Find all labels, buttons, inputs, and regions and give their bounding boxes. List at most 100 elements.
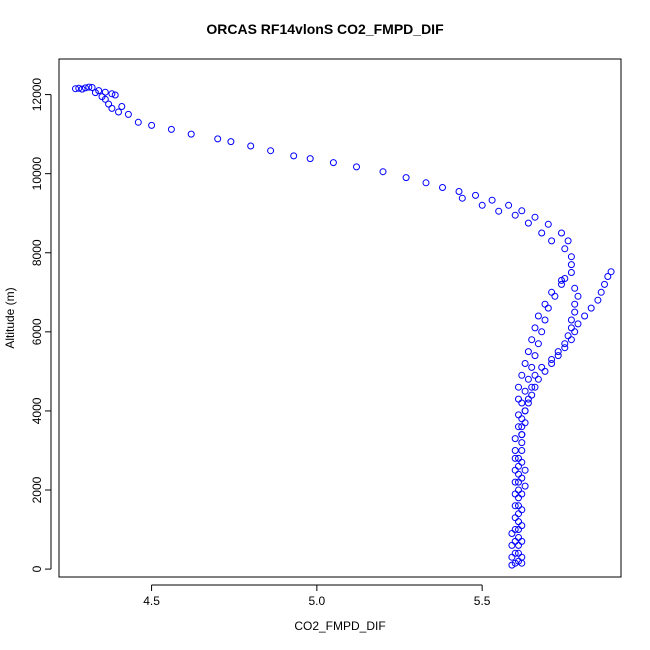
data-point [518, 415, 526, 423]
data-point [91, 89, 99, 97]
data-point [214, 135, 222, 143]
data-point [567, 269, 575, 276]
data-point [524, 375, 532, 383]
data-point [524, 348, 532, 356]
data-point [524, 219, 532, 227]
data-point [548, 360, 556, 367]
data-point [521, 387, 529, 395]
data-point [531, 371, 539, 379]
data-point [528, 336, 536, 344]
data-point [541, 367, 549, 375]
data-point [571, 284, 579, 292]
data-point [508, 541, 516, 549]
data-point [353, 163, 360, 171]
data-point [402, 174, 410, 182]
data-point [567, 336, 575, 344]
data-point [511, 502, 519, 510]
data-point [548, 288, 556, 296]
data-point [564, 237, 572, 245]
data-point [439, 184, 446, 191]
data-point [505, 201, 513, 209]
data-point [511, 454, 519, 462]
y-tick-label: 10000 [30, 157, 44, 191]
y-tick-label: 6000 [30, 318, 44, 345]
data-point [488, 196, 496, 204]
data-point [528, 363, 536, 371]
data-point [101, 88, 109, 96]
data-point [511, 435, 519, 443]
y-tick-label: 12000 [30, 78, 44, 112]
data-point [108, 90, 116, 98]
data-point [531, 352, 539, 360]
data-point [548, 356, 556, 363]
data-point [511, 490, 519, 498]
data-point [571, 308, 579, 316]
data-point [534, 340, 542, 348]
data-point [528, 383, 536, 391]
data-point [455, 188, 463, 195]
y-tick-label: 8000 [30, 239, 44, 266]
data-point [587, 304, 595, 312]
data-point [561, 340, 569, 348]
data-point [290, 152, 298, 160]
data-point [518, 371, 526, 379]
data-point [528, 391, 536, 399]
data-point [124, 110, 132, 118]
y-axis-label: Altitude (m) [3, 287, 17, 348]
data-point [105, 100, 113, 108]
data-point [148, 121, 156, 129]
y-axis: 0 2000 4000 6000 8000 10000 12000 [30, 78, 52, 572]
data-point [574, 292, 582, 300]
data-point [267, 147, 275, 155]
data-point [518, 207, 526, 215]
chart-title: ORCAS RF14vlonS CO2_FMPD_DIF [206, 21, 444, 37]
x-axis-label: CO2_FMPD_DIF [294, 619, 385, 633]
data-point [604, 273, 612, 280]
data-point [558, 276, 565, 284]
data-point [379, 168, 387, 176]
data-point [511, 447, 519, 454]
data-point [108, 104, 116, 112]
data-point [72, 85, 79, 93]
data-point [574, 320, 582, 328]
data-point [518, 447, 526, 454]
data-point [511, 466, 519, 474]
data-point [472, 191, 479, 199]
data-point [561, 344, 569, 352]
data-point [88, 84, 96, 91]
data-point [247, 142, 255, 150]
data-point [531, 213, 539, 221]
data-point [518, 431, 526, 439]
data-point [531, 324, 539, 332]
data-point [531, 383, 539, 391]
data-point [167, 125, 175, 133]
y-tick-label: 4000 [30, 397, 44, 424]
data-point [554, 352, 562, 360]
data-point [601, 280, 608, 288]
x-tick-label: 5.0 [309, 594, 326, 608]
data-point [306, 155, 314, 163]
data-point [538, 328, 546, 336]
data-point [544, 220, 552, 228]
plot-frame [58, 58, 622, 578]
x-axis: 4.5 5.0 5.5 [143, 584, 491, 608]
data-point [521, 407, 529, 415]
data-point [521, 360, 529, 367]
data-point [541, 300, 549, 308]
data-point [518, 423, 526, 431]
data-point [581, 312, 589, 320]
data-point [495, 207, 503, 215]
data-point [518, 490, 526, 498]
data-point [478, 201, 486, 209]
data-points [72, 83, 615, 569]
data-point [134, 118, 142, 126]
data-point [571, 328, 579, 336]
data-point [594, 296, 602, 304]
data-point [518, 474, 526, 482]
data-point [561, 245, 569, 253]
data-point [518, 506, 526, 514]
x-tick-label: 5.5 [474, 594, 491, 608]
data-point [548, 237, 556, 245]
data-point [597, 288, 605, 296]
